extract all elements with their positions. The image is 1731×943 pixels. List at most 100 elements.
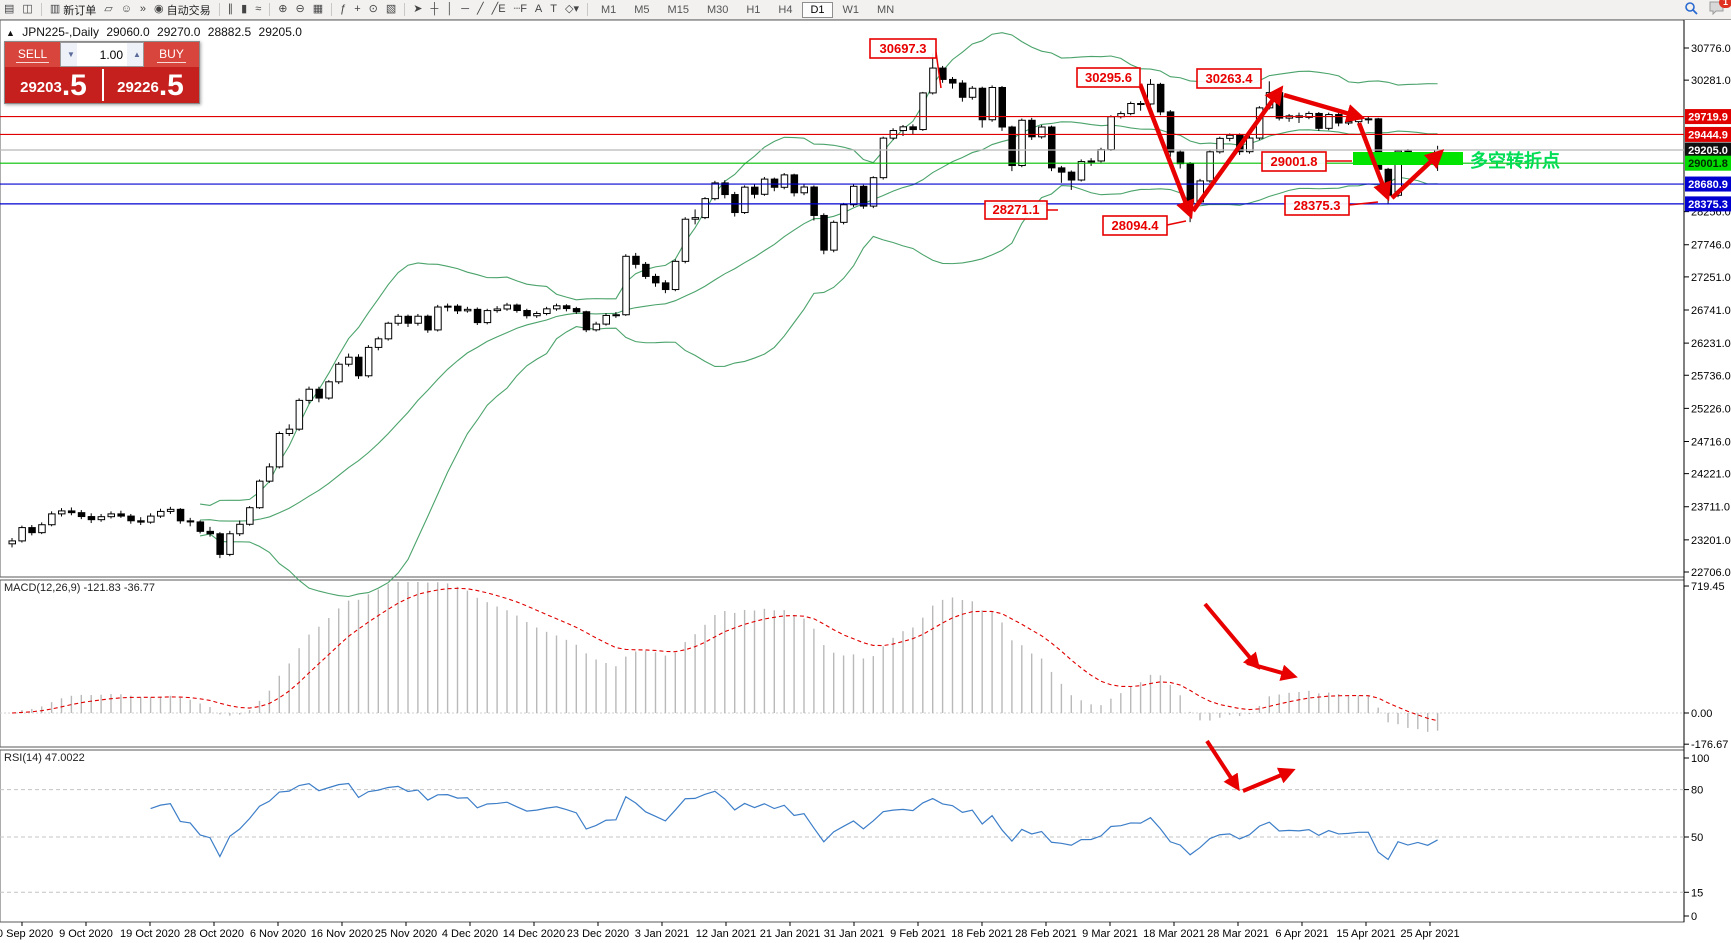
sell-price[interactable]: 29203.5 <box>20 69 87 102</box>
toolbar-shapes-icon[interactable]: ◇▾ <box>561 1 583 18</box>
close-value: 29205.0 <box>258 25 302 39</box>
toolbar-crosshair-icon[interactable]: ┼ <box>427 1 443 18</box>
svg-text:25736.0: 25736.0 <box>1691 370 1731 382</box>
toolbar-separator <box>404 3 406 16</box>
toolbar-templates-icon[interactable]: ▧ <box>382 1 400 18</box>
timeframe-h1[interactable]: H1 <box>746 3 761 16</box>
toolbar-vertical-line-icon[interactable]: │ <box>442 1 457 18</box>
timeframe-m15[interactable]: M15 <box>667 3 689 16</box>
toolbar-periods-icon[interactable]: ⊙ <box>365 1 382 18</box>
timeframe-w1[interactable]: W1 <box>842 3 860 16</box>
toolbar-tile-windows-icon[interactable]: ▦ <box>309 1 327 18</box>
timeframe-m5[interactable]: M5 <box>634 3 650 16</box>
toolbar-channel-icon[interactable]: ╱E <box>488 1 510 18</box>
line-chart-mode-icon: ≈ <box>255 3 262 15</box>
toolbar-fibonacci-icon[interactable]: ┈F <box>510 1 531 18</box>
toolbar-horizontal-line-icon[interactable]: ─ <box>457 1 473 18</box>
toolbar-expert-advisor-icon[interactable]: ☺ <box>117 1 136 18</box>
time-axis[interactable]: 30 Sep 2020 9 Oct 2020 19 Oct 2020 28 Oct 2… <box>0 922 1460 940</box>
rsi-indicator: 100 80 50 15 0 <box>0 753 1709 923</box>
timeframe-m1[interactable]: M1 <box>600 3 617 16</box>
svg-text:26741.0: 26741.0 <box>1691 305 1731 317</box>
toolbar-text-icon[interactable]: A <box>531 1 546 18</box>
chart-annotations[interactable]: 30697.3 30295.6 30263.4 29001.8 28271.1 28094… <box>869 38 1560 793</box>
toolbar-text-label-icon[interactable]: T <box>546 1 561 18</box>
price-callout-box <box>1284 195 1350 216</box>
chart-preview-icon: ◫ <box>22 3 33 15</box>
vertical-line-icon: │ <box>446 3 454 15</box>
toolbar-separator <box>218 3 220 16</box>
macd-trend-arrow <box>1203 602 1261 670</box>
timeframe-m30[interactable]: M30 <box>706 3 729 16</box>
toolbar-add-indicator-icon[interactable]: + <box>350 1 364 18</box>
svg-text:28375.3: 28375.3 <box>1688 199 1728 211</box>
toolbar-trendline-icon[interactable]: ╱ <box>473 1 488 18</box>
price-callout-text: 29001.8 <box>1271 154 1318 169</box>
toolbar-groups: ▤ ◫ ▥ 新订单 ▱ ☺» ◉ 自动交易 ∥ ▮ ≈ ⊕ ⊖ ▦ ƒ + ⊙ ▧ ➤ ┼ │ ─ ╱ ╱E ┈F A T ◇▾ <box>0 1 583 18</box>
svg-text:0.00: 0.00 <box>1691 708 1712 720</box>
volume-decrease-button[interactable]: ▼ <box>61 43 77 66</box>
price-trend-arrow <box>1283 92 1366 123</box>
add-indicator-icon: + <box>354 3 361 15</box>
buy-price[interactable]: 29226.5 <box>117 69 184 102</box>
toolbar-ohlc-bars-mode-icon[interactable]: ∥ <box>224 1 238 18</box>
svg-text:29205.0: 29205.0 <box>1688 145 1728 157</box>
svg-text:9 Feb 2021: 9 Feb 2021 <box>890 928 946 940</box>
zoom-out-icon: ⊖ <box>295 3 305 15</box>
svg-text:30281.0: 30281.0 <box>1691 75 1731 87</box>
buy-button[interactable]: BUY <box>144 42 199 67</box>
collapse-panel-icon[interactable]: ▲ <box>6 28 15 38</box>
toolbar-candlestick-mode-icon[interactable]: ▮ <box>237 1 251 18</box>
toolbar-chart-window-icon[interactable]: ▤ <box>0 1 18 18</box>
volume-input[interactable] <box>77 43 127 66</box>
notifications-icon[interactable]: 1 <box>1709 0 1731 18</box>
toolbar-indicators-icon[interactable]: ƒ <box>336 1 350 18</box>
timeframe-h4[interactable]: H4 <box>778 3 793 16</box>
sell-button[interactable]: SELL <box>5 42 60 67</box>
svg-text:25226.0: 25226.0 <box>1691 403 1731 415</box>
toolbar-line-chart-mode-icon[interactable]: ≈ <box>251 1 265 18</box>
macd-indicator: 719.45 0.00 -176.67 <box>0 581 1728 751</box>
search-icon[interactable] <box>1684 1 1699 19</box>
chart-window-icon: ▤ <box>4 3 15 15</box>
price-trend-arrow <box>1356 122 1392 202</box>
svg-text:16 Nov 2020: 16 Nov 2020 <box>311 928 373 940</box>
svg-text:25 Nov 2020: 25 Nov 2020 <box>375 928 437 940</box>
svg-text:15: 15 <box>1691 887 1703 899</box>
candlestick-mode-icon: ▮ <box>241 3 248 15</box>
volume-increase-button[interactable]: ▲ <box>127 43 143 66</box>
turning-point-annotation: 多空转折点 <box>1470 150 1560 171</box>
svg-text:29719.9: 29719.9 <box>1688 112 1728 124</box>
high-value: 29270.0 <box>157 25 201 39</box>
svg-text:23201.0: 23201.0 <box>1691 535 1731 547</box>
svg-text:21 Jan 2021: 21 Jan 2021 <box>760 928 821 940</box>
svg-text:25 Apr 2021: 25 Apr 2021 <box>1400 928 1459 940</box>
toolbar-cursor-icon[interactable]: ➤ <box>409 1 426 18</box>
price-callout-text: 30697.3 <box>880 41 927 56</box>
shapes-icon: ◇▾ <box>565 3 579 15</box>
toolbar-zoom-out-icon[interactable]: ⊖ <box>291 1 308 18</box>
svg-text:19 Oct 2020: 19 Oct 2020 <box>120 928 180 940</box>
crosshair-icon: ┼ <box>430 3 439 15</box>
text-label-icon: T <box>550 3 557 15</box>
macd-trend-arrow <box>1246 661 1298 681</box>
ohlc-bars-mode-icon: ∥ <box>227 3 234 15</box>
toolbar-auto-trading-button[interactable]: ◉ 自动交易 <box>150 1 215 18</box>
svg-text:23711.0: 23711.0 <box>1691 502 1730 514</box>
main-toolbar: ▤ ◫ ▥ 新订单 ▱ ☺» ◉ 自动交易 ∥ ▮ ≈ ⊕ ⊖ ▦ ƒ + ⊙ ▧ ➤ ┼ │ ─ ╱ ╱E ┈F A T ◇▾ M1… <box>0 0 1731 20</box>
templates-icon: ▧ <box>385 3 397 15</box>
svg-text:29444.9: 29444.9 <box>1688 129 1728 141</box>
toolbar-eraser-icon[interactable]: ▱ <box>100 1 116 18</box>
toolbar-signal-icon[interactable]: » <box>136 1 150 18</box>
timeframe-mn[interactable]: MN <box>877 3 895 16</box>
price-callout-box <box>1261 151 1327 172</box>
price-trend-arrow <box>1137 83 1195 220</box>
toolbar-new-order-button[interactable]: ▥ 新订单 <box>46 1 100 18</box>
toolbar-zoom-in-icon[interactable]: ⊕ <box>274 1 291 18</box>
low-value: 28882.5 <box>207 25 252 39</box>
toolbar-chart-preview-icon[interactable]: ◫ <box>18 1 36 18</box>
timeframe-d1[interactable]: D1 <box>802 1 833 18</box>
chart-title-line: ▲ JPN225-,Daily 29060.0 29270.0 28882.5 … <box>6 25 306 39</box>
